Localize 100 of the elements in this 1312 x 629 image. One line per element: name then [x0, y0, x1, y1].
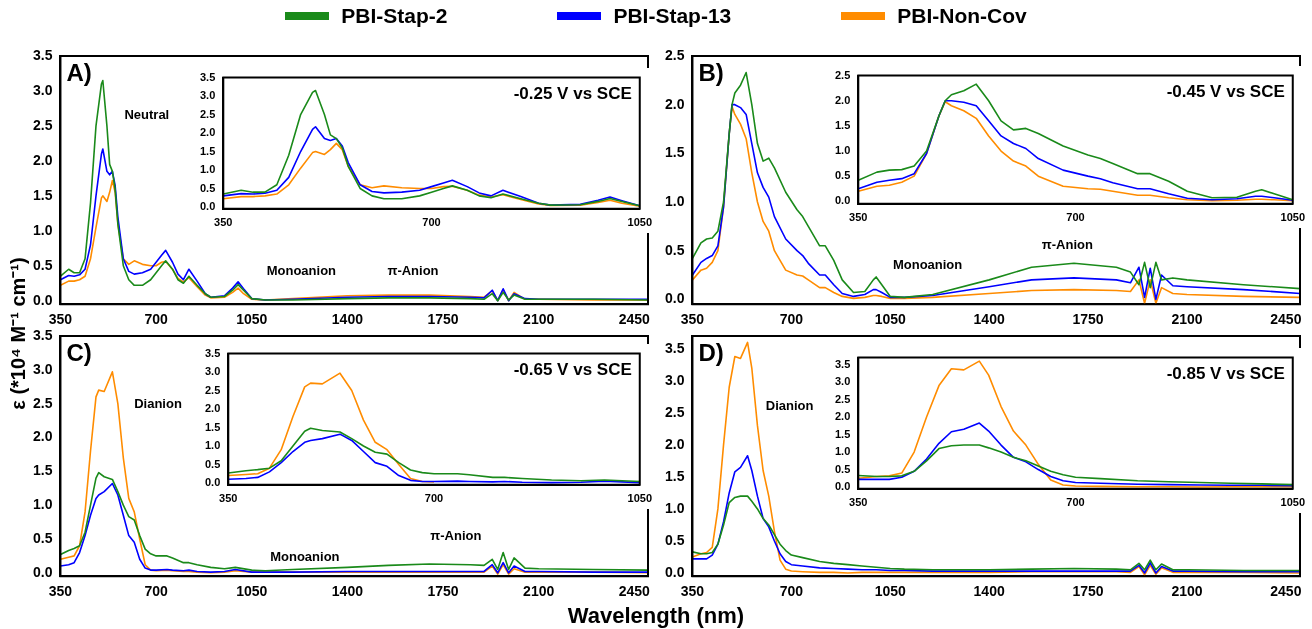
y-tick-label: 0.5: [664, 531, 685, 548]
y-tick-label: 1.0: [664, 192, 685, 209]
x-axis-title: Wavelength (nm): [566, 603, 746, 629]
x-tick-label: 1050: [1280, 211, 1306, 224]
y-tick-label: 2.0: [664, 435, 685, 452]
annotation: Monoanion: [266, 262, 337, 278]
x-tick-label: 700: [144, 583, 168, 600]
y-tick-label: 1.5: [664, 467, 685, 484]
y-tick-label: 1.5: [204, 420, 221, 433]
x-tick-label: 1400: [973, 583, 1005, 600]
y-tick-label: 2.0: [32, 428, 53, 445]
annotation: Dianion: [134, 395, 182, 411]
y-tick-label: 0.5: [32, 256, 53, 273]
chart-title: -0.45 V vs SCE: [1166, 81, 1285, 101]
annotation: Monoanion: [270, 548, 340, 564]
chart-title: C): [66, 338, 92, 366]
annotation: Neutral: [124, 107, 170, 123]
x-tick-label: 350: [214, 216, 233, 229]
y-tick-label: 0.5: [204, 457, 221, 470]
y-tick-label: 0.0: [664, 290, 685, 307]
y-tick-label: 1.5: [664, 144, 685, 161]
chart-title: D): [698, 338, 724, 366]
y-tick-label: 0.0: [834, 194, 851, 207]
legend-label: PBI-Non-Cov: [897, 4, 1027, 28]
y-tick-label: 3.0: [204, 365, 221, 378]
y-tick-label: 3.5: [32, 326, 53, 343]
x-tick-label: 350: [48, 311, 73, 328]
y-tick-label: 2.0: [199, 126, 216, 139]
x-tick-label: 2450: [1270, 583, 1302, 600]
y-tick-label: 3.5: [834, 357, 851, 370]
y-tick-label: 3.0: [664, 371, 685, 388]
x-tick-label: 350: [849, 211, 868, 224]
y-tick-label: 2.5: [204, 383, 221, 396]
y-tick-label: 1.5: [834, 118, 851, 131]
chart-title: -0.25 V vs SCE: [513, 83, 632, 103]
annotation: Monoanion: [892, 256, 963, 272]
y-tick-label: 0.5: [199, 181, 216, 194]
y-tick-label: 3.0: [32, 360, 53, 377]
chart-title: -0.85 V vs SCE: [1166, 363, 1285, 383]
y-tick-label: 1.5: [199, 144, 216, 157]
x-tick-label: 1750: [1072, 583, 1104, 600]
y-tick-label: 2.5: [834, 392, 851, 405]
y-tick-label: 2.5: [664, 403, 685, 420]
y-tick-label: 1.5: [32, 462, 53, 479]
x-tick-label: 1050: [236, 583, 268, 600]
y-tick-label: 3.5: [199, 70, 216, 83]
y-tick-label: 3.0: [199, 89, 216, 102]
y-tick-label: 0.0: [204, 475, 221, 488]
chart-title: A): [66, 58, 92, 86]
y-tick-label: 2.5: [32, 116, 53, 133]
y-tick-label: 0.0: [199, 199, 216, 212]
y-tick-label: 1.0: [664, 499, 685, 516]
x-tick-label: 2450: [618, 583, 651, 600]
annotation: π-Anion: [430, 528, 482, 544]
y-tick-label: 1.0: [199, 163, 216, 176]
x-tick-label: 1050: [236, 311, 268, 328]
x-tick-label: 1050: [874, 583, 907, 600]
x-tick-label: 2100: [1171, 583, 1203, 600]
y-tick-label: 2.5: [199, 107, 216, 120]
x-tick-label: 1050: [1280, 496, 1306, 509]
y-tick-label: 3.0: [32, 81, 53, 98]
x-tick-label: 350: [680, 311, 705, 328]
x-tick-label: 1400: [973, 311, 1005, 328]
y-tick-label: 2.0: [664, 95, 685, 112]
x-tick-label: 2450: [1270, 311, 1302, 328]
y-tick-label: 2.0: [834, 410, 851, 423]
y-tick-label: 2.0: [204, 402, 221, 415]
y-tick-label: 0.5: [32, 529, 53, 546]
y-tick-label: 1.0: [834, 144, 851, 157]
y-axis-title: ε (*10⁴ M⁻¹ cm⁻¹): [5, 256, 30, 412]
y-tick-label: 3.5: [32, 46, 53, 63]
y-tick-label: 1.0: [32, 221, 53, 238]
x-tick-label: 1750: [427, 311, 459, 328]
x-tick-label: 1050: [874, 311, 907, 328]
x-tick-label: 700: [779, 311, 804, 328]
annotation: Dianion: [765, 397, 814, 413]
y-tick-label: 2.5: [664, 46, 685, 63]
y-tick-label: 0.5: [664, 241, 685, 258]
annotation: π-Anion: [1041, 237, 1093, 253]
x-tick-label: 1750: [1072, 311, 1104, 328]
chart-title: B): [698, 58, 724, 86]
y-tick-label: 3.5: [204, 346, 221, 359]
x-tick-label: 1400: [331, 583, 364, 600]
x-tick-label: 2100: [1171, 311, 1203, 328]
x-tick-label: 1050: [627, 216, 653, 229]
y-tick-label: 2.0: [32, 151, 53, 168]
y-tick-label: 0.0: [32, 291, 53, 308]
x-tick-label: 700: [424, 492, 444, 505]
x-tick-label: 700: [144, 311, 168, 328]
x-tick-label: 350: [849, 496, 868, 509]
y-tick-label: 0.5: [834, 462, 851, 475]
x-tick-label: 1750: [427, 583, 459, 600]
x-tick-label: 2100: [523, 583, 555, 600]
x-tick-label: 2100: [523, 311, 555, 328]
y-tick-label: 0.5: [834, 169, 851, 182]
y-tick-label: 1.0: [32, 496, 53, 513]
x-tick-label: 350: [48, 583, 73, 600]
x-tick-label: 2450: [618, 311, 651, 328]
x-tick-label: 1050: [627, 492, 653, 505]
y-tick-label: 3.0: [834, 375, 851, 388]
